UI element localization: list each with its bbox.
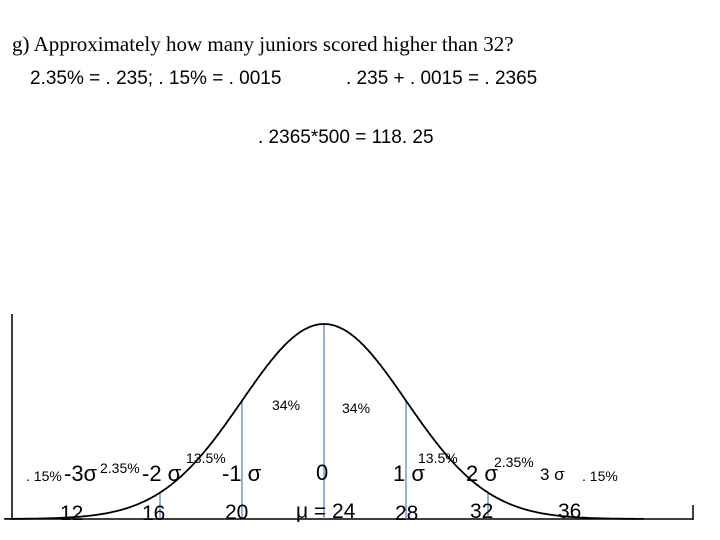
- score-12: 12: [60, 502, 84, 525]
- pct-far-left: . 15%: [26, 468, 62, 484]
- pct-left-mid: 13.5%: [186, 450, 226, 466]
- score-28: 28: [395, 502, 419, 525]
- score-36: 36: [558, 500, 582, 523]
- sigma-neg1: -1 σ: [222, 461, 262, 486]
- sigma-neg2: -2 σ: [142, 461, 182, 486]
- pct-right-tail: 2.35%: [494, 454, 534, 470]
- pct-far-right: . 15%: [582, 468, 618, 484]
- sigma-pos3: 3 σ: [540, 465, 565, 484]
- pct-left-tail: 2.35%: [100, 460, 140, 476]
- sigma-zero: 0: [316, 460, 329, 485]
- question-text: g) Approximately how many juniors scored…: [12, 32, 514, 56]
- pct-right-mid: 13.5%: [418, 450, 458, 466]
- score-20: 20: [225, 501, 249, 524]
- sigma-dividers: [159, 324, 489, 519]
- calc-percent-conversion: 2.35% = . 235; . 15% = . 0015: [30, 68, 282, 89]
- score-16: 16: [142, 502, 166, 525]
- score-32: 32: [470, 500, 494, 523]
- pct-center-left: 34%: [272, 397, 301, 413]
- sigma-neg3: -3σ: [64, 461, 98, 486]
- sigma-pos2: 2 σ: [466, 461, 498, 486]
- pct-center-right: 34%: [342, 400, 371, 416]
- calc-product: . 2365*500 = 118. 25: [258, 127, 434, 148]
- score-mean: μ = 24: [296, 500, 356, 523]
- calc-sum: . 235 + . 0015 = . 2365: [346, 68, 538, 89]
- sigma-pos1: 1 σ: [393, 461, 425, 486]
- bell-curve: [4, 323, 644, 520]
